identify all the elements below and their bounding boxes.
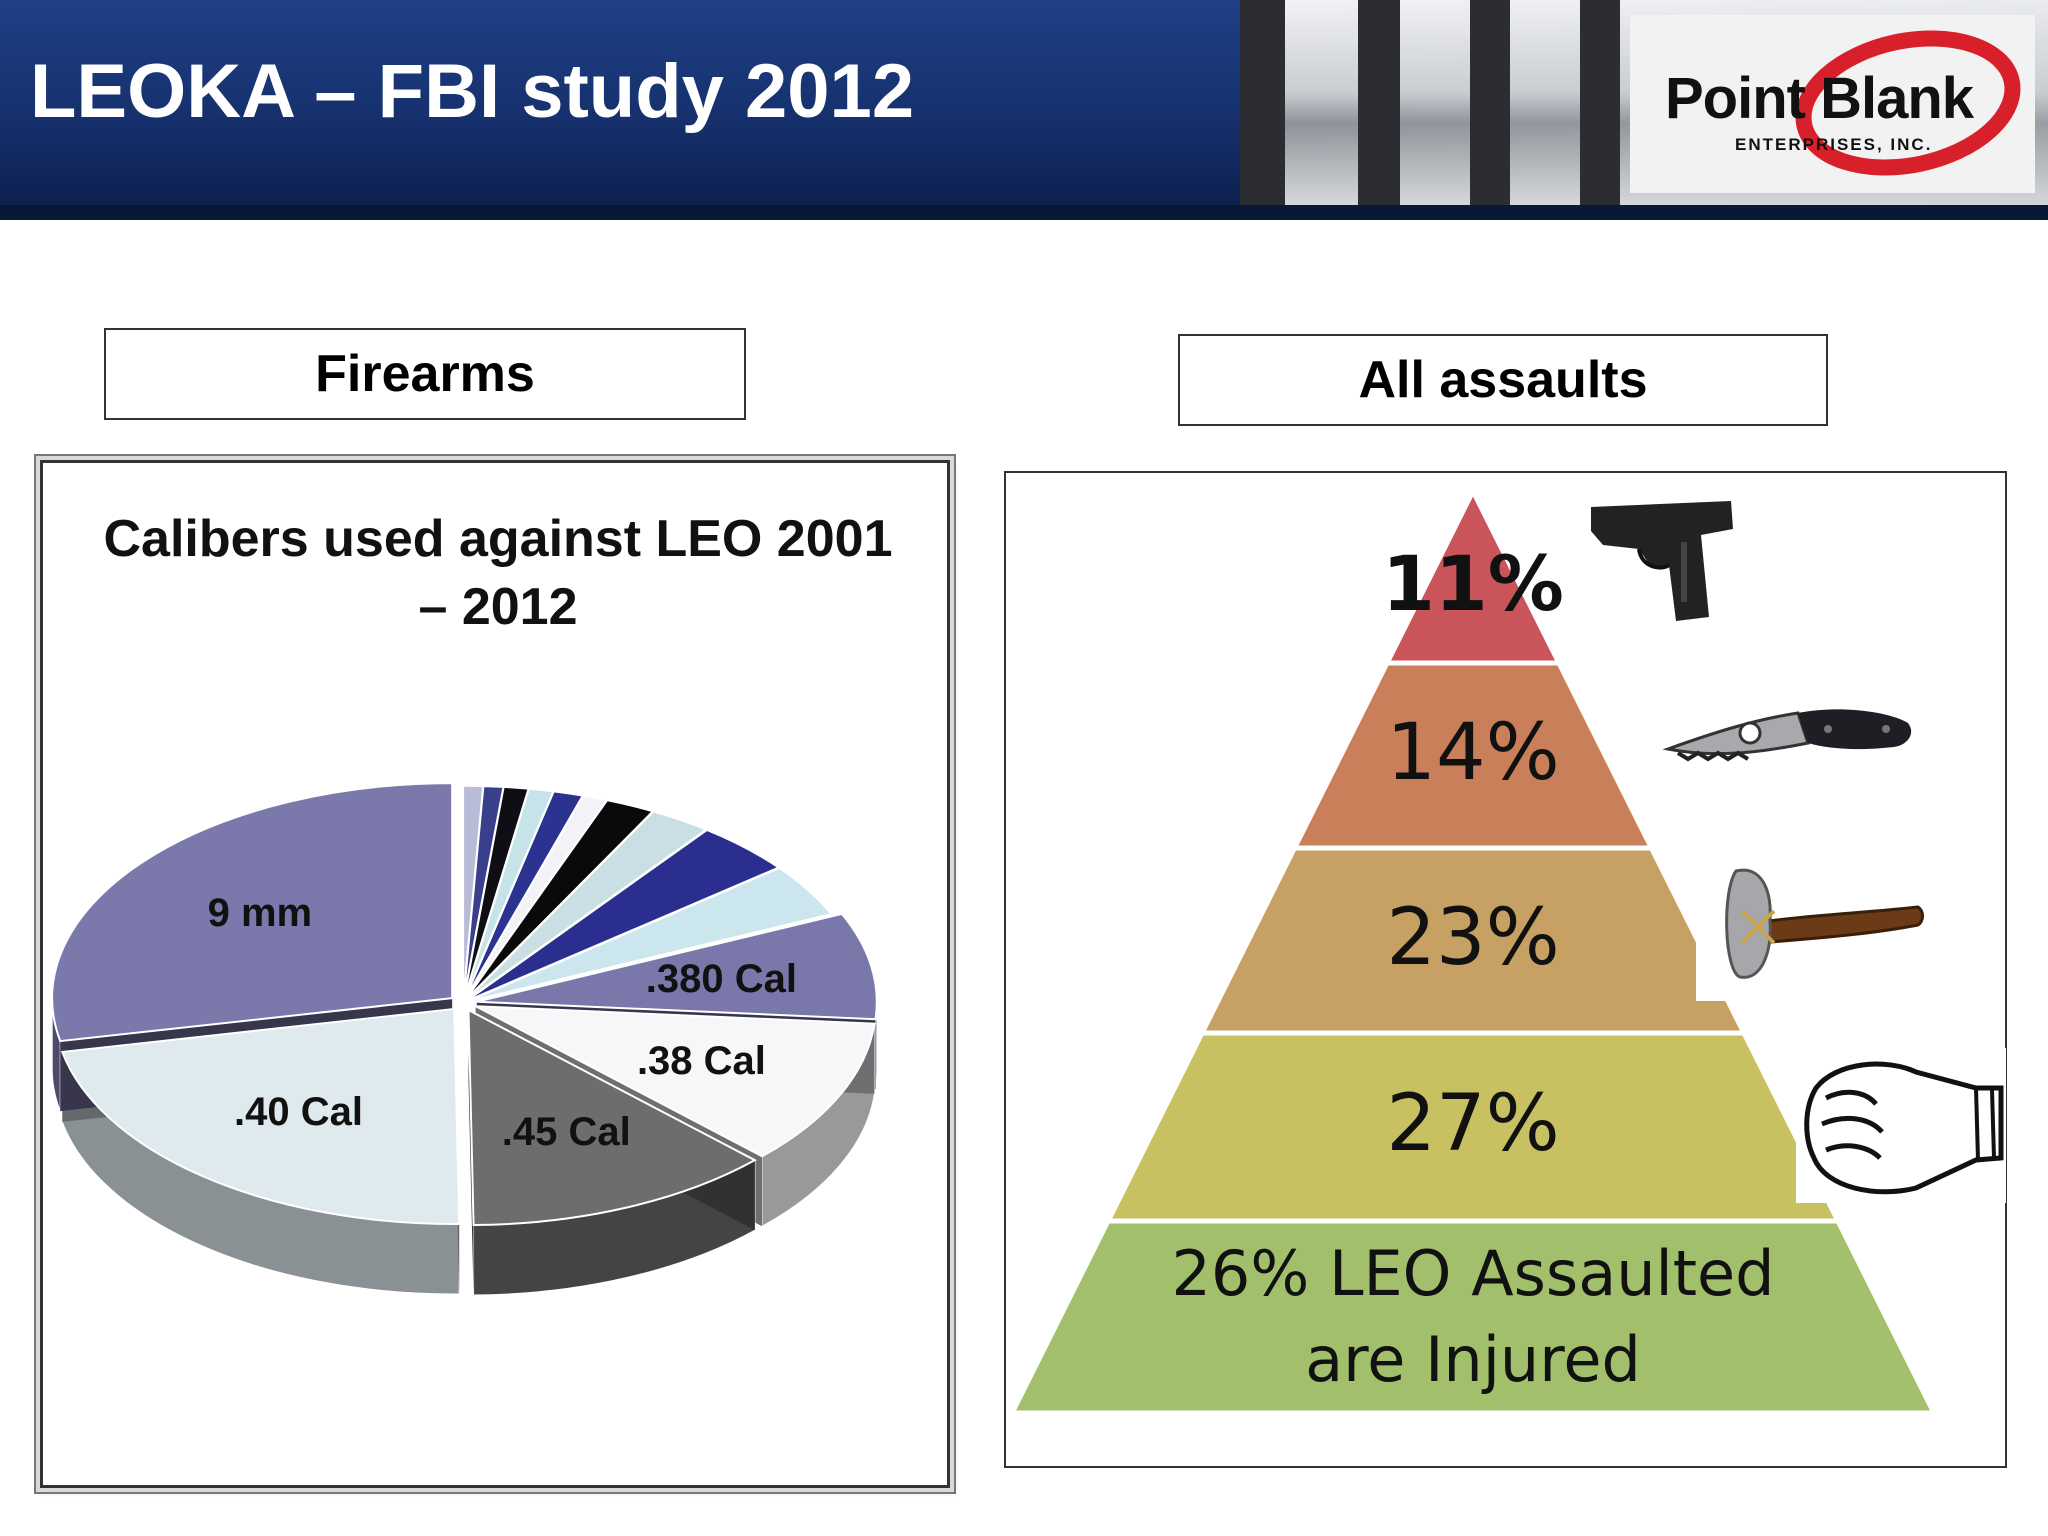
pyramid-svg <box>1007 485 1939 1416</box>
pyramid-level-2-label: 14% <box>1386 707 1560 798</box>
pie-label-380-cal: .380 Cal <box>645 956 797 1001</box>
firearms-caption: Firearms <box>104 328 746 420</box>
pie-label-40-cal: .40 Cal <box>234 1090 363 1135</box>
pie-slice-38-cal <box>475 1005 876 1158</box>
logo-wordmark: Point Blank <box>1665 66 1974 131</box>
pyramid-level-3-label: 23% <box>1386 892 1560 983</box>
assault-pyramid-chart: 11% 14% 23% 27% 26% LEO Assaulted are Injure… <box>1004 471 2007 1468</box>
pyramid-level-4-label: 27% <box>1386 1079 1560 1169</box>
pie-label-45-cal: .45 Cal <box>501 1110 631 1155</box>
pyramid-level-5 <box>1007 1218 1939 1416</box>
fist-icon <box>1796 1048 2006 1203</box>
logo-subtitle: ENTERPRISES, INC. <box>1735 135 1933 154</box>
handgun-icon <box>1581 487 1746 642</box>
pyramid-level-5-label: 26% LEO Assaulted are Injured <box>1171 1237 1775 1396</box>
banner-bottom-rule <box>0 205 2048 220</box>
logo-swoosh-icon <box>1795 30 2021 176</box>
pie-slice-380-cal <box>476 912 878 1021</box>
pie-label-9-mm: 9 mm <box>207 891 313 936</box>
pie-chart-title: Calibers used against LEO 2001 – 2012 <box>103 510 893 636</box>
page-title: LEOKA – FBI study 2012 <box>30 49 915 134</box>
pie-slice-minor-9 <box>466 866 834 1003</box>
caliber-pie-chart: Calibers used against LEO 2001 – 2012 .3… <box>40 460 950 1488</box>
pie-chart-svg <box>51 782 878 1296</box>
pie-label-38-cal: .38 Cal <box>636 1038 766 1083</box>
pie-slice-45-cal <box>467 1008 758 1227</box>
all-assaults-caption: All assaults <box>1178 334 1828 426</box>
hatchet-icon <box>1696 851 1936 1001</box>
pyramid-level-1-label: 11% <box>1382 539 1564 628</box>
pie-slice-40-cal <box>60 1007 461 1225</box>
title-banner: LEOKA – FBI study 2012 Point Blank ENTER… <box>0 0 2048 220</box>
pie-slice-9-mm <box>51 782 454 1043</box>
company-logo: Point Blank ENTERPRISES, INC. <box>1630 15 2035 193</box>
knife-icon <box>1658 641 1926 833</box>
